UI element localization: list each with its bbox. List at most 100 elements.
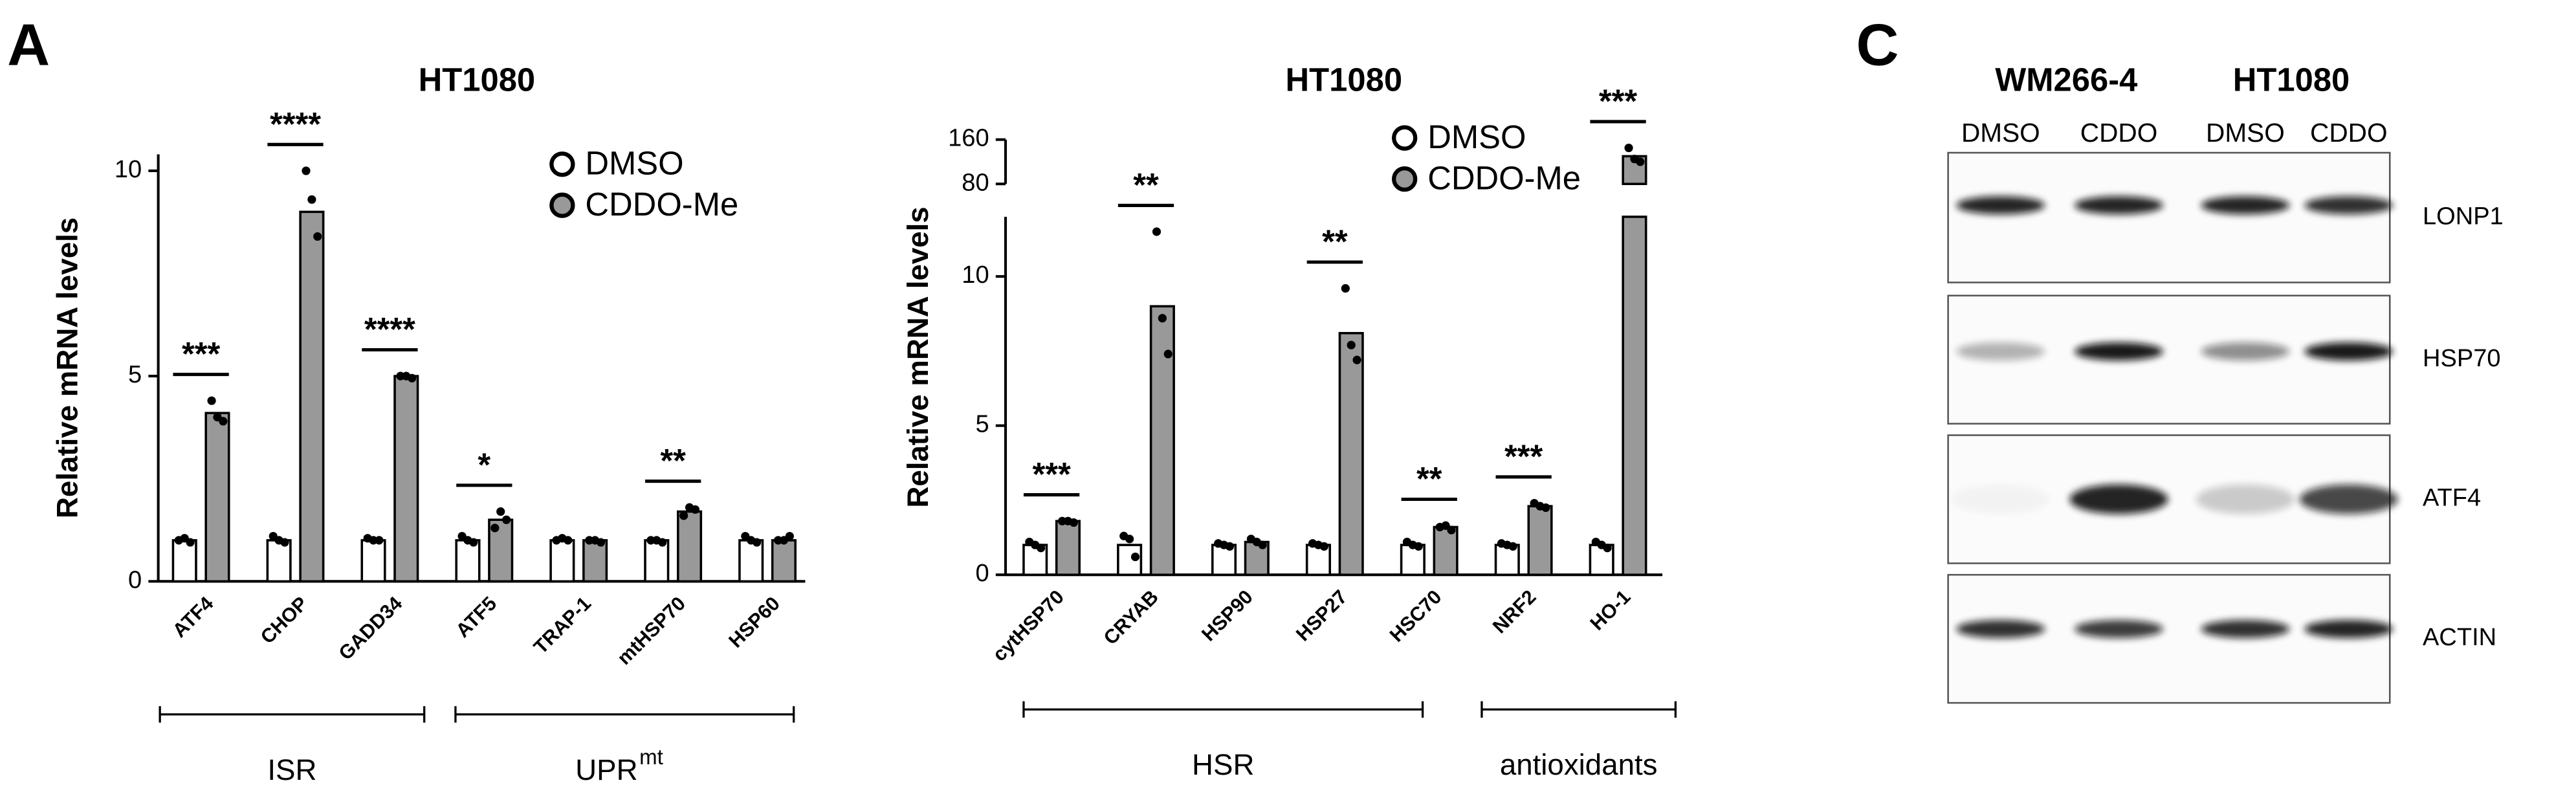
y-tick-label: 0 bbox=[975, 560, 989, 587]
cell-line-label: WM266-4 bbox=[1995, 61, 2137, 98]
legend-swatch bbox=[1392, 125, 1418, 151]
bar bbox=[1338, 331, 1364, 576]
data-point bbox=[1036, 544, 1046, 553]
data-point bbox=[280, 538, 289, 547]
chart-title: HT1080 bbox=[1285, 61, 1402, 98]
group-label: ISR bbox=[267, 753, 316, 785]
data-point bbox=[207, 396, 216, 405]
data-point bbox=[596, 538, 606, 547]
legend-label: DMSO bbox=[1427, 118, 1526, 155]
group-label: antioxidants bbox=[1500, 748, 1658, 781]
data-point bbox=[501, 515, 511, 524]
bar bbox=[1149, 305, 1175, 576]
bar bbox=[582, 539, 608, 583]
y-tick-label: 0 bbox=[128, 566, 142, 593]
bar bbox=[1527, 505, 1553, 576]
protein-label: HSP70 bbox=[2423, 345, 2501, 372]
data-point bbox=[1225, 542, 1235, 551]
x-tick-label: HSP27 bbox=[1292, 586, 1351, 645]
lane-label: CDDO bbox=[2310, 118, 2388, 148]
significance-label: ** bbox=[660, 442, 686, 479]
y-tick-label: 10 bbox=[962, 261, 989, 289]
band bbox=[2201, 196, 2290, 215]
data-point bbox=[496, 507, 505, 516]
data-point bbox=[1125, 535, 1134, 544]
y-axis-label: Relative mRNA levels bbox=[51, 217, 84, 518]
lane-label: CDDO bbox=[2080, 118, 2158, 148]
blot-membrane bbox=[1947, 573, 2391, 704]
significance-label: *** bbox=[1599, 82, 1637, 119]
x-tick-label: HSC70 bbox=[1385, 586, 1446, 646]
data-point bbox=[469, 538, 478, 547]
bar bbox=[1055, 520, 1081, 576]
significance-label: ** bbox=[1322, 223, 1348, 260]
band bbox=[2075, 196, 2164, 215]
x-tick-label: CHOP bbox=[256, 592, 312, 648]
data-point bbox=[1441, 521, 1450, 530]
cell-line-label: HT1080 bbox=[2233, 61, 2350, 98]
data-point bbox=[1152, 227, 1161, 236]
data-point bbox=[1636, 157, 1645, 166]
significance-label: **** bbox=[270, 105, 321, 142]
significance-label: *** bbox=[1032, 456, 1070, 492]
protein-label: ATF4 bbox=[2423, 484, 2481, 511]
legend-swatch bbox=[549, 192, 575, 218]
data-point bbox=[408, 373, 417, 382]
blot-membrane bbox=[1947, 151, 2391, 283]
x-tick-label: CRYAB bbox=[1099, 586, 1163, 649]
bar bbox=[266, 539, 292, 583]
band bbox=[1956, 619, 2045, 638]
panel-label: A bbox=[7, 12, 50, 78]
bar bbox=[1433, 525, 1459, 576]
band bbox=[2075, 342, 2164, 361]
data-point bbox=[1069, 518, 1078, 527]
bar bbox=[549, 539, 575, 583]
data-point bbox=[1258, 540, 1267, 549]
y-tick-label: 5 bbox=[128, 361, 142, 388]
data-point bbox=[752, 538, 762, 547]
data-point bbox=[1414, 542, 1423, 551]
y-tick-label: 10 bbox=[115, 156, 142, 183]
group-label: UPR bbox=[575, 753, 637, 785]
x-tick-label: NRF2 bbox=[1488, 586, 1540, 637]
bar bbox=[204, 412, 230, 583]
data-point bbox=[1541, 503, 1550, 513]
x-tick-label: GADD34 bbox=[335, 592, 406, 664]
data-point bbox=[1347, 340, 1356, 349]
band bbox=[2299, 484, 2398, 514]
band bbox=[2196, 484, 2295, 514]
band bbox=[2201, 619, 2290, 638]
data-point bbox=[1624, 143, 1633, 153]
chart-title: HT1080 bbox=[419, 61, 536, 98]
data-point bbox=[1447, 525, 1456, 535]
y-tick-label: 80 bbox=[962, 169, 989, 196]
band bbox=[1952, 485, 2050, 514]
data-point bbox=[1603, 544, 1612, 553]
data-point bbox=[690, 505, 700, 514]
significance-label: **** bbox=[364, 311, 415, 348]
legend-label: CDDO-Me bbox=[1427, 160, 1581, 197]
x-tick-label: cytHSP70 bbox=[989, 586, 1068, 665]
band bbox=[2075, 619, 2164, 638]
data-point bbox=[1352, 355, 1361, 364]
significance-label: ** bbox=[1416, 460, 1442, 497]
x-tick-label: mtHSP70 bbox=[613, 592, 690, 669]
bar bbox=[1494, 544, 1520, 576]
x-tick-label: ATF4 bbox=[168, 592, 217, 641]
bar bbox=[360, 539, 386, 583]
x-tick-label: TRAP-1 bbox=[529, 592, 595, 658]
data-point bbox=[307, 195, 316, 204]
significance-label: ** bbox=[1133, 166, 1159, 203]
band bbox=[2304, 342, 2394, 361]
x-tick-label: HSP60 bbox=[725, 592, 784, 652]
band bbox=[1956, 196, 2045, 215]
data-point bbox=[658, 538, 667, 547]
data-point bbox=[1130, 552, 1140, 562]
x-tick-label: ATF5 bbox=[452, 592, 501, 641]
band bbox=[2304, 619, 2394, 638]
data-point bbox=[1319, 542, 1328, 551]
data-point bbox=[1341, 284, 1350, 293]
bar bbox=[644, 539, 670, 583]
